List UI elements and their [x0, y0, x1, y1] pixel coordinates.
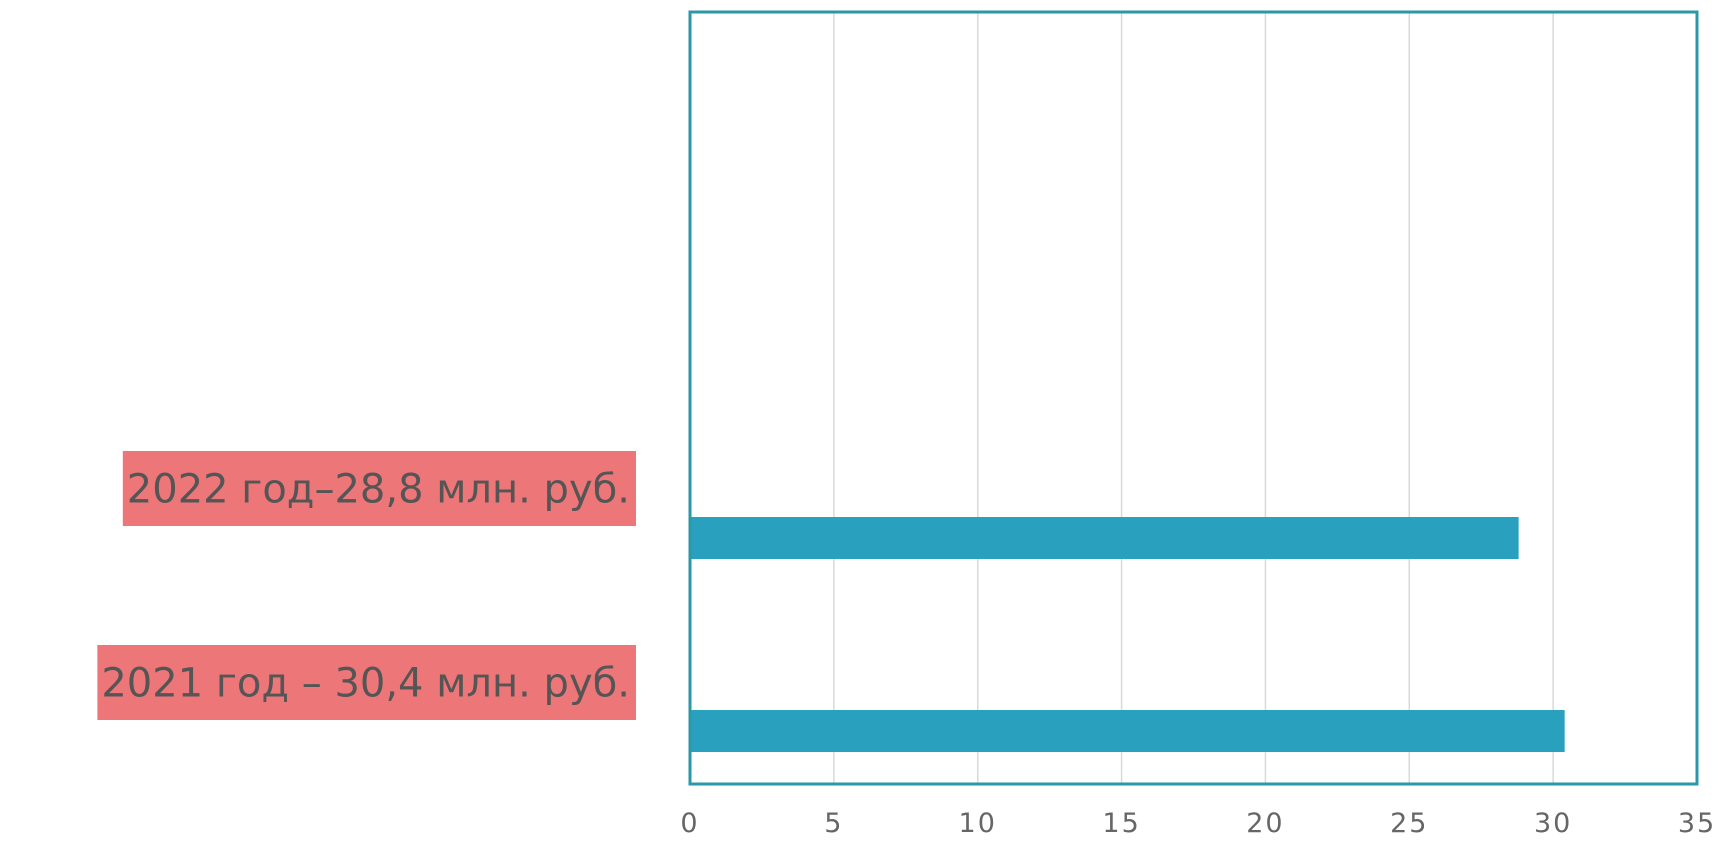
category-labels: 2021 год – 30,4 млн. руб. 2022 год–28,8 м…	[97, 451, 636, 720]
x-tick-label: 0	[680, 808, 699, 839]
label-highlight	[97, 645, 636, 720]
x-axis-ticks: 0 5 10 15 20 25 30 35	[680, 808, 1716, 839]
category-label: 2022 год–28,8 млн. руб.	[127, 467, 630, 513]
x-tick-label: 15	[1102, 808, 1140, 839]
category-label: 2021 год – 30,4 млн. руб.	[101, 661, 630, 707]
x-tick-label: 5	[824, 808, 843, 839]
label-highlight	[122, 451, 636, 526]
x-tick-label: 30	[1534, 808, 1572, 839]
plot-frame	[688, 10, 1699, 786]
bars	[690, 517, 1565, 752]
x-tick-label: 35	[1678, 808, 1716, 839]
bar-2021	[690, 710, 1565, 752]
bar-2022	[690, 517, 1519, 559]
category-label-group: 2021 год – 30,4 млн. руб.	[97, 645, 636, 720]
category-label-group: 2022 год–28,8 млн. руб.	[122, 451, 636, 526]
x-tick-label: 25	[1390, 808, 1428, 839]
x-tick-label: 20	[1246, 808, 1284, 839]
x-tick-label: 10	[959, 808, 997, 839]
gridlines	[833, 12, 1554, 784]
